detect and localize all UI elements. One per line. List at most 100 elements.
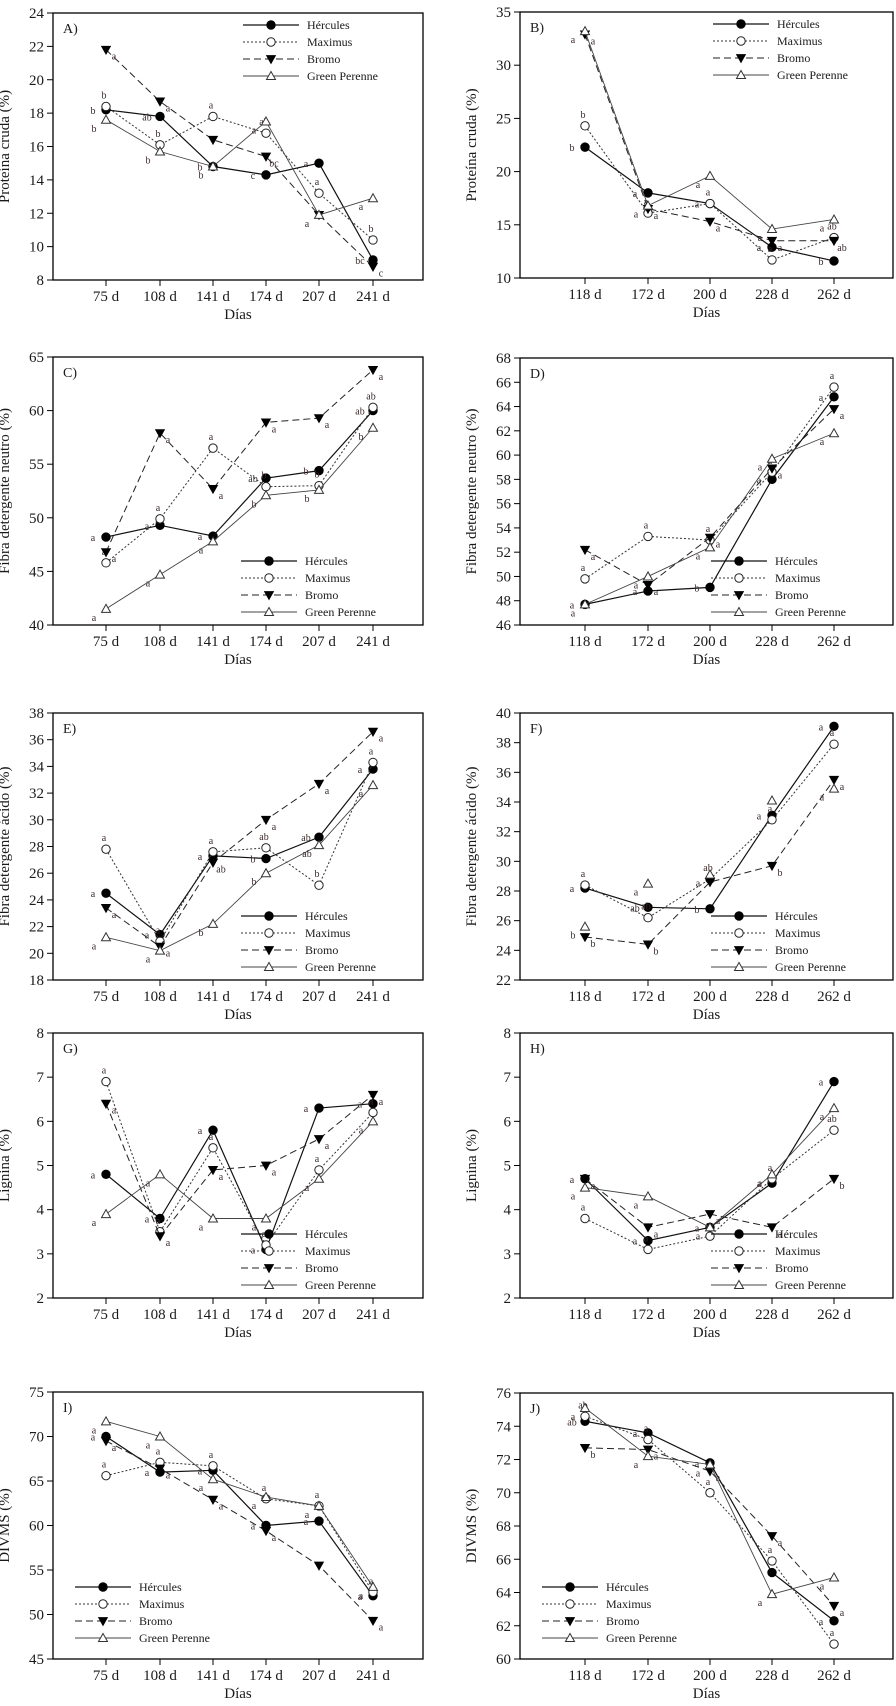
open-triangle-up-marker <box>828 783 840 793</box>
significance-letter: b <box>315 869 320 880</box>
significance-letter: a <box>359 1591 364 1602</box>
legend-item-bromo: Bromo <box>243 52 340 66</box>
significance-letter: a <box>716 224 721 235</box>
significance-letter: a <box>379 1097 384 1108</box>
legend-item-green-perenne: Green Perenne <box>711 960 846 974</box>
significance-letter: b <box>654 946 659 957</box>
series-line <box>105 1094 374 1238</box>
open-triangle-up-marker <box>642 1190 654 1201</box>
filled-circle-marker <box>98 1582 108 1592</box>
significance-letter: a <box>304 1517 309 1528</box>
open-triangle-up-marker <box>263 1279 275 1289</box>
legend-label: Maximus <box>139 1597 185 1611</box>
x-axis-title: Días <box>693 305 721 321</box>
legend-label: Bromo <box>305 1261 338 1275</box>
x-tick-label: 174 d <box>249 289 283 305</box>
significance-letter: a <box>219 1172 224 1183</box>
x-tick-label: 241 d <box>356 989 390 1005</box>
x-tick-label: 200 d <box>693 989 727 1005</box>
x-tick-label: 262 d <box>817 1307 851 1323</box>
open-triangle-up-marker <box>642 570 654 581</box>
filled-triangle-down-marker <box>828 1601 840 1612</box>
open-circle-marker <box>314 880 324 890</box>
series-line <box>105 1435 374 1597</box>
significance-letter: a <box>695 1459 700 1470</box>
significance-letter: a <box>209 1450 214 1461</box>
significance-letter: a <box>591 36 596 47</box>
filled-circle-marker <box>734 1229 744 1239</box>
x-tick-label: 141 d <box>196 1307 230 1323</box>
x-tick-label: 141 d <box>196 989 230 1005</box>
legend-label: Maximus <box>307 35 353 49</box>
significance-letter: a <box>305 1510 310 1521</box>
open-triangle-up-marker <box>766 1588 778 1599</box>
significance-letter: a <box>145 931 150 942</box>
significance-letter: a <box>820 437 825 448</box>
filled-triangle-down-marker <box>828 1174 840 1185</box>
significance-letter: ab <box>578 1400 587 1411</box>
significance-letter: a <box>768 244 773 255</box>
legend-label: Green Perenne <box>139 1631 210 1645</box>
filled-triangle-down-marker <box>367 1616 379 1627</box>
open-triangle-up-marker <box>154 569 166 579</box>
plot-frame <box>519 11 894 279</box>
filled-circle-marker <box>101 888 111 898</box>
plot-frame <box>519 1032 894 1299</box>
open-triangle-up-marker <box>367 422 379 432</box>
legend-item-green-perenne: Green Perenne <box>243 69 378 83</box>
significance-letter: b <box>819 257 824 268</box>
panel-label: B) <box>530 21 544 36</box>
series-line <box>584 408 835 586</box>
significance-letter: b <box>199 928 204 939</box>
open-circle-marker <box>368 1107 378 1118</box>
open-triangle-up-marker <box>265 70 277 80</box>
y-tick-label: 58 <box>496 472 511 488</box>
legend-item-bromo: Bromo <box>241 943 338 957</box>
significance-letter: a <box>830 728 835 739</box>
significance-letter: a <box>768 804 773 815</box>
significance-letter: a <box>209 100 214 111</box>
significance-letter: a <box>91 1170 96 1181</box>
y-tick-label: 26 <box>29 866 45 882</box>
panel-label: I) <box>63 1401 73 1416</box>
open-triangle-up-marker <box>735 69 747 79</box>
series-line <box>105 407 374 564</box>
significance-letter: a <box>112 1443 117 1454</box>
panel-e: 18 20 22 24 26 28 30 32 34 36 38 75 d 108 d 141 d 174 … <box>0 706 424 1023</box>
legend: Hércules Maximus Bromo Green Perenne <box>75 1580 210 1645</box>
open-triangle-up-marker <box>367 1581 379 1591</box>
y-tick-label: 46 <box>496 618 512 634</box>
open-circle-marker <box>266 37 276 47</box>
significance-letter: a <box>591 1181 596 1192</box>
filled-triangle-down-marker <box>733 946 745 956</box>
open-triangle-up-marker <box>642 200 654 210</box>
significance-letter: a <box>696 879 701 890</box>
open-triangle-up-marker <box>579 921 591 931</box>
significance-letter: a <box>358 1592 363 1603</box>
open-circle-marker <box>261 482 271 492</box>
significance-letter: a <box>696 551 701 562</box>
legend-label: Hércules <box>305 554 348 568</box>
legend-item-green-perenne: Green Perenne <box>711 605 846 619</box>
significance-letter: b <box>591 1450 596 1461</box>
open-circle-marker <box>155 514 165 524</box>
y-tick-label: 60 <box>29 1519 44 1535</box>
legend-label: Maximus <box>305 1244 351 1258</box>
open-triangle-up-marker <box>579 25 591 36</box>
open-circle-marker <box>101 101 111 112</box>
significance-letter: b <box>591 939 596 950</box>
significance-letter: b <box>199 171 204 182</box>
open-circle-marker <box>767 815 777 825</box>
significance-letter: a <box>166 103 171 114</box>
significance-letter: a <box>112 554 117 565</box>
open-triangle-up-marker <box>260 115 272 126</box>
open-triangle-up-marker <box>313 839 325 850</box>
series-line <box>105 762 374 943</box>
filled-triangle-down-marker <box>313 1135 325 1145</box>
significance-letter: b <box>198 163 203 174</box>
y-tick-label: 10 <box>496 271 511 287</box>
